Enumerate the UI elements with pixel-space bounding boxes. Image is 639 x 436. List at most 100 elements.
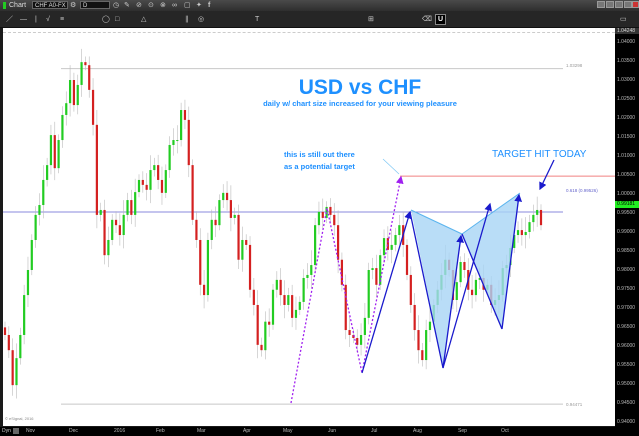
candle-body: [30, 239, 33, 270]
maximize-button[interactable]: [624, 1, 632, 8]
candle-body: [421, 350, 424, 361]
horizontal-line-icon[interactable]: —: [20, 16, 27, 23]
restore-button[interactable]: [606, 1, 614, 8]
candle-body: [95, 124, 98, 215]
candle-body: [34, 214, 37, 240]
y-tick-label: 0.94000: [617, 419, 636, 425]
minimize-button[interactable]: [615, 1, 623, 8]
x-tick-label: Apr: [243, 428, 251, 434]
candle-body: [528, 222, 531, 232]
candle-body: [149, 170, 152, 190]
candle-body: [348, 330, 351, 335]
fib-icon[interactable]: ≡: [60, 16, 65, 23]
chart-status-icon: [3, 2, 6, 9]
candle-body: [11, 350, 14, 386]
candle-body: [3, 327, 7, 335]
help-button[interactable]: [597, 1, 605, 8]
candle-body: [470, 289, 474, 296]
candle-body: [367, 270, 370, 318]
candle-body: [264, 321, 267, 351]
note-line-2: as a potential target: [284, 162, 355, 171]
target-icon[interactable]: ⊙: [148, 2, 154, 9]
triangle-icon[interactable]: △: [141, 16, 147, 23]
target-hit-label: TARGET HIT TODAY: [492, 149, 587, 160]
vertical-line-icon[interactable]: |: [35, 16, 37, 23]
candle-body: [38, 205, 41, 215]
comment-icon[interactable]: ▢: [184, 2, 191, 9]
y-tick-label: 0.96500: [617, 324, 636, 330]
ellipse-icon[interactable]: ◯: [102, 16, 110, 23]
candle-body: [168, 144, 171, 171]
text-tool-icon[interactable]: T: [255, 16, 260, 23]
title-bar: Chart CHF A0-FX ⚙ D ◷ ✎ ⊘ ⊙ ⊗ ∞ ▢ ✦ f: [0, 0, 639, 11]
candle-body: [405, 244, 409, 275]
y-tick-label: 0.95000: [617, 381, 636, 387]
candle-body: [222, 192, 225, 201]
price-axis[interactable]: 1.04000 1.03500 1.03000 1.02500 1.02000 1.015…: [615, 28, 639, 427]
pencil-icon[interactable]: ✎: [124, 2, 130, 9]
candle-body: [157, 165, 160, 180]
candle-body: [375, 268, 378, 285]
candle-body: [382, 238, 386, 256]
gear-icon[interactable]: ⚙: [70, 2, 77, 9]
u-button[interactable]: U: [435, 14, 446, 25]
candle-body: [65, 103, 68, 115]
candle-body: [180, 110, 183, 141]
x-tick-label: Mar: [197, 428, 206, 434]
candle-body: [463, 262, 466, 270]
cancel-icon[interactable]: ⊗: [160, 2, 166, 9]
y-tick-label: 1.00000: [617, 191, 636, 197]
candle-body: [91, 89, 95, 125]
candle-body: [126, 200, 129, 215]
candle-body: [118, 225, 121, 236]
candle-body: [310, 265, 313, 275]
candle-body: [172, 140, 175, 145]
candle-body: [214, 219, 217, 226]
pattern-edge-ac: [410, 209, 463, 235]
candle-body: [202, 284, 206, 296]
candle-body: [275, 279, 278, 290]
panel-toggle-icon[interactable]: ▭: [620, 16, 627, 23]
candle-body: [160, 179, 164, 193]
time-axis[interactable]: Dyn Nov Dec 2016 Feb Mar Apr May Jun Jul Aug Sep Oc…: [0, 427, 639, 436]
dyn-toggle[interactable]: [13, 428, 19, 434]
facebook-icon[interactable]: f: [208, 2, 211, 9]
eraser-icon[interactable]: ⌫: [422, 16, 432, 23]
candle-body: [137, 179, 141, 193]
candle-body: [241, 239, 244, 260]
clock-icon[interactable]: ◷: [113, 2, 120, 9]
y-tick-label: 1.00500: [617, 172, 636, 178]
candle-body: [195, 219, 198, 240]
twitter-icon[interactable]: ✦: [196, 2, 202, 9]
candle-body: [321, 211, 324, 218]
line-tool-icon[interactable]: ／: [6, 16, 13, 23]
grid-icon[interactable]: ⊞: [368, 16, 374, 23]
candle-body: [474, 279, 478, 296]
link-icon[interactable]: ∞: [172, 2, 177, 9]
leg-cd: [461, 233, 503, 330]
channel-icon[interactable]: ∥: [185, 16, 189, 23]
drawing-toolbar: ／ — | √ ≡ ◯ □ △ ∥ ◎ T ⊞ ⌫ U ▭: [0, 11, 639, 28]
candle-body: [153, 165, 156, 171]
top-price-label: 1.04248: [615, 28, 639, 34]
candle-body: [314, 225, 317, 266]
candle-body: [15, 358, 18, 386]
candle-body: [294, 309, 298, 318]
y-tick-label: 1.03500: [617, 58, 636, 64]
rectangle-icon[interactable]: □: [115, 16, 120, 23]
candle-body: [298, 301, 301, 310]
candle-body: [26, 270, 30, 296]
candle-body: [23, 295, 26, 335]
cycle-icon[interactable]: ◎: [198, 16, 205, 23]
polyline-icon[interactable]: √: [46, 16, 50, 23]
candle-body: [539, 209, 543, 226]
interval-select[interactable]: D: [80, 1, 110, 9]
note-line-1: this is still out there: [284, 150, 355, 159]
candle-body: [99, 209, 102, 215]
symbol-input[interactable]: CHF A0-FX: [32, 1, 68, 9]
y-tick-label: 0.99000: [617, 229, 636, 235]
candle-body: [111, 219, 114, 240]
candle-body: [42, 179, 45, 206]
level-low-label: 0.94471: [566, 402, 583, 407]
circle-icon[interactable]: ⊘: [136, 2, 142, 9]
